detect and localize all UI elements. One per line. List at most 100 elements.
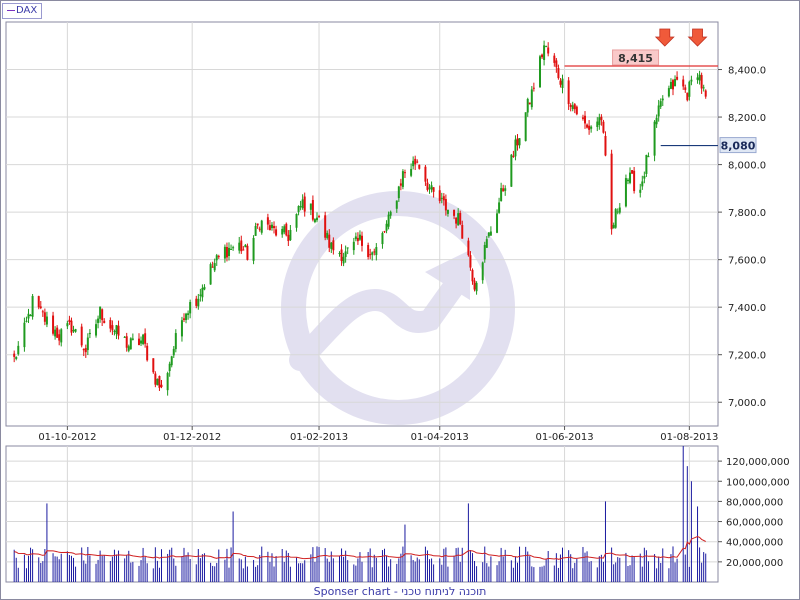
legend[interactable]: DAX (2, 3, 43, 19)
candle-body (496, 213, 499, 233)
candle (590, 125, 593, 133)
candle (285, 222, 288, 237)
candle (217, 254, 220, 259)
candle-body (297, 206, 300, 212)
candle (399, 178, 402, 191)
candle (633, 166, 636, 194)
candle-body (74, 329, 77, 332)
candle (303, 192, 306, 217)
candle-body (539, 56, 541, 88)
candle-body (389, 211, 392, 216)
candle (700, 72, 703, 94)
candle (309, 203, 312, 216)
candle-body (303, 196, 306, 212)
candle (498, 197, 501, 214)
candle-body (342, 256, 345, 264)
candle (453, 209, 456, 220)
candle (170, 355, 173, 368)
candle-body (97, 318, 100, 323)
candle (397, 185, 400, 202)
candle-body (103, 320, 106, 324)
candle-body (29, 314, 32, 316)
candle-body (352, 241, 355, 251)
candle (426, 178, 429, 192)
candle-body (361, 235, 363, 246)
candle (369, 248, 372, 260)
candle (600, 114, 603, 126)
candle-body (170, 356, 173, 366)
candle (418, 164, 421, 170)
candle (424, 164, 427, 186)
volume-y-tick-label: 20,000,000 (726, 558, 783, 569)
candle (189, 299, 192, 319)
candle (612, 222, 615, 229)
candle (674, 75, 677, 87)
candle-body (58, 334, 61, 341)
candle (23, 317, 26, 352)
candle-body (401, 171, 404, 187)
candle-body (283, 226, 286, 233)
candle (614, 208, 617, 229)
candle (361, 231, 363, 252)
candle-body (311, 199, 314, 220)
candle-body (369, 254, 372, 256)
candle-body (70, 320, 73, 333)
volume-y-tick-label: 120,000,000 (726, 457, 790, 468)
candle (588, 120, 591, 135)
candle-body (618, 207, 621, 213)
candle-body (185, 313, 188, 321)
candle (641, 175, 644, 190)
candle-body (213, 263, 216, 271)
candle-body (424, 166, 427, 182)
candle (686, 92, 689, 102)
candle (373, 248, 376, 256)
candle-body (483, 244, 486, 260)
candle (58, 329, 61, 346)
candle (573, 103, 576, 114)
candle (70, 317, 73, 336)
candle-body (246, 245, 249, 260)
candle (246, 243, 249, 261)
candle (68, 315, 71, 325)
candle (496, 209, 499, 234)
candle (344, 245, 347, 263)
candle-body (502, 188, 505, 192)
candle-body (682, 79, 685, 87)
candle-body (160, 384, 163, 388)
candle-body (66, 323, 69, 327)
candle-body (256, 223, 259, 226)
candle-body (223, 246, 226, 259)
candle-body (111, 325, 114, 331)
candle-body (571, 105, 574, 110)
candle-body (258, 228, 261, 230)
candle-body (328, 234, 331, 248)
candle (39, 301, 42, 310)
candle (52, 311, 55, 336)
candle-body (567, 80, 570, 105)
candle-body (455, 217, 458, 224)
candle (596, 117, 599, 132)
candle-body (442, 196, 445, 201)
candle-body (354, 236, 357, 240)
y-tick-label: 7,400.0 (728, 303, 766, 314)
candle-body (641, 181, 644, 187)
candle-body (671, 80, 674, 90)
candle-body (166, 373, 169, 391)
x-tick-label: 01-12-2012 (163, 432, 221, 443)
candle-body (232, 247, 235, 249)
candle (268, 219, 271, 231)
candle-body (704, 90, 707, 97)
candle-body (639, 189, 642, 193)
candle-body (31, 296, 34, 317)
candle-body (575, 106, 578, 115)
candle (581, 114, 584, 121)
candle (66, 320, 69, 330)
candle-body (344, 251, 347, 257)
candle (610, 149, 613, 235)
candle-body (168, 363, 171, 372)
candle-body (252, 237, 255, 261)
candle (346, 247, 349, 255)
candle-body (598, 117, 601, 125)
x-tick-label: 01-10-2012 (38, 432, 96, 443)
candle (256, 223, 259, 229)
